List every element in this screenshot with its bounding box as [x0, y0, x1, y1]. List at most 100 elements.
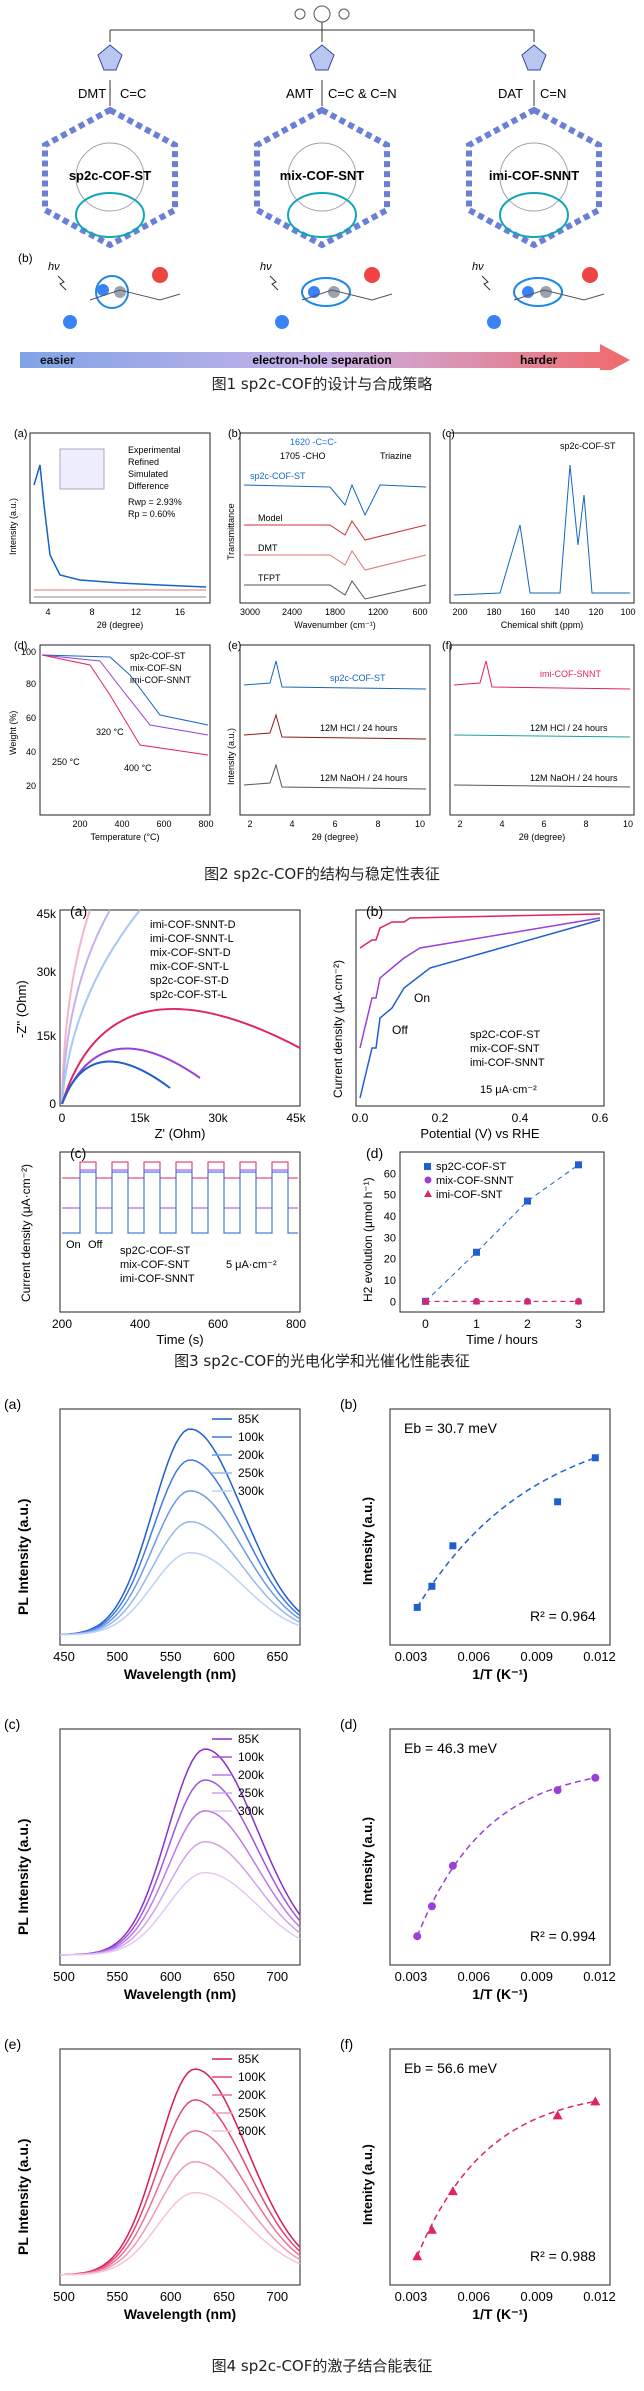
separation-label: electron-hole separation [252, 353, 391, 367]
h2-ytick: 0 [390, 1296, 396, 1308]
svg-text:30k: 30k [37, 965, 57, 979]
svg-text:8: 8 [583, 819, 588, 829]
panel-label: (f) [340, 2036, 353, 2052]
cof-framework-3: imi-COF-SNNT [466, 106, 602, 249]
svg-text:1200: 1200 [368, 607, 388, 617]
fit-point [447, 2186, 458, 2196]
svg-text:Potential (V) vs RHE: Potential (V) vs RHE [420, 1126, 540, 1141]
fit-point [413, 1603, 421, 1611]
pl-legend-item: 100k [238, 1430, 265, 1444]
svg-text:0.6: 0.6 [592, 1111, 609, 1125]
pl-curve [59, 2099, 301, 2276]
svg-text:0.0: 0.0 [352, 1111, 369, 1125]
fit-xtick: 0.012 [583, 1649, 616, 1664]
linker-amt: AMT [286, 86, 314, 101]
svg-text:45k: 45k [286, 1111, 306, 1125]
pl-panel: (a) PL Intensity (a.u.) 85K 100k 200k 250k 300… [4, 1396, 301, 1682]
svg-text:Weight (%): Weight (%) [8, 711, 18, 755]
svg-text:imi-COF-SNNT-L: imi-COF-SNNT-L [150, 933, 234, 945]
pl-xtick: 500 [53, 2289, 75, 2304]
svg-text:2θ (degree): 2θ (degree) [97, 620, 144, 630]
svg-text:3000: 3000 [240, 607, 260, 617]
pl-legend-item: 85K [238, 1732, 259, 1746]
svg-text:Off: Off [392, 1023, 408, 1037]
top-linker-icon [294, 5, 350, 23]
h2-point [575, 1161, 582, 1169]
svg-text:Triazine: Triazine [380, 451, 412, 461]
fig2-panel-c: (c) sp2c-COF-ST 200 180 160 140 120 100 … [442, 428, 636, 630]
fit-xlabel: 1/T (K⁻¹) [472, 2306, 528, 2322]
separation-easier: easier [40, 353, 75, 367]
pl-legend-item: 250k [238, 1466, 265, 1480]
svg-text:(a): (a) [14, 428, 27, 440]
pl-curve [59, 1490, 301, 1636]
fit-xtick: 0.003 [395, 2289, 428, 2304]
svg-text:Intensity (a.u.): Intensity (a.u.) [8, 498, 18, 555]
cof-label-3: imi-COF-SNNT [489, 168, 579, 183]
svg-text:sp2c-COF-ST: sp2c-COF-ST [130, 651, 186, 661]
fit-panel: (b) Intensity (a.u.) Eb = 30.7 meV R² = 0.9… [340, 1396, 616, 1682]
fit-xtick: 0.009 [520, 1649, 553, 1664]
svg-text:sp2C-COF-ST: sp2C-COF-ST [120, 1245, 191, 1257]
svg-text:30k: 30k [208, 1111, 228, 1125]
svg-text:0: 0 [49, 1097, 56, 1111]
cof-framework-2: mix-COF-SNT [254, 106, 390, 249]
figure-1-caption: 图1 sp2c-COF的设计与合成策略 [211, 375, 433, 393]
svg-text:12M NaOH / 24 hours: 12M NaOH / 24 hours [530, 773, 618, 783]
svg-text:On: On [414, 991, 430, 1005]
h2-ytick: 50 [384, 1190, 396, 1202]
pl-xlabel: Wavelength (nm) [124, 1666, 236, 1682]
svg-text:Wavenumber (cm⁻¹): Wavenumber (cm⁻¹) [294, 620, 375, 630]
pl-xtick: 700 [266, 1969, 288, 1984]
svg-text:45k: 45k [37, 907, 57, 921]
panel-label: (e) [4, 2036, 21, 2052]
pl-legend-item: 300K [238, 2124, 266, 2138]
fit-xtick: 0.009 [520, 2289, 553, 2304]
svg-text:0.4: 0.4 [512, 1111, 529, 1125]
svg-text:320 °C: 320 °C [96, 727, 124, 737]
fit-xtick: 0.006 [458, 2289, 491, 2304]
pl-legend-item: 250K [238, 2106, 266, 2120]
svg-text:800: 800 [198, 819, 213, 829]
fit-point [554, 1498, 562, 1506]
separation-harder: harder [520, 353, 558, 367]
svg-text:4: 4 [45, 607, 50, 617]
svg-text:10: 10 [623, 819, 633, 829]
svg-text:16: 16 [175, 607, 185, 617]
excitation-schematic-3: hν [472, 261, 605, 329]
svg-text:(c): (c) [442, 428, 455, 440]
svg-text:mix-COF-SNNT: mix-COF-SNNT [436, 1175, 514, 1187]
figure-2-caption: 图2 sp2c-COF的结构与稳定性表征 [204, 865, 440, 883]
svg-text:200: 200 [452, 607, 467, 617]
svg-text:15 μA·cm⁻²: 15 μA·cm⁻² [480, 1084, 537, 1096]
svg-text:imi-COF-SNNT: imi-COF-SNNT [540, 669, 601, 679]
excitation-schematic-2: hν [260, 261, 393, 329]
svg-text:mix-COF-SNT-L: mix-COF-SNT-L [150, 961, 229, 973]
pl-curve [59, 2130, 301, 2276]
panel-label: (d) [340, 1716, 357, 1732]
h2-point [472, 1297, 481, 1305]
h2-ytick: 30 [384, 1232, 396, 1244]
h2-ytick: 20 [384, 1254, 396, 1266]
figure-4-panels: (a) PL Intensity (a.u.) 85K 100k 200k 250k 300… [4, 1396, 616, 2322]
h2-ytick: 60 [384, 1168, 396, 1180]
svg-text:4: 4 [499, 819, 504, 829]
figure-1: DMT C=C AMT C=C & C=N DAT C=N sp2c-COF-S… [0, 0, 644, 400]
fig3-panel-a: (a) -Z'' (Ohm) 45k 30k 15k 0 imi-COF-SNN… [14, 903, 307, 1141]
svg-text:1705 -CHO: 1705 -CHO [280, 451, 326, 461]
svg-text:20: 20 [26, 781, 36, 791]
pl-panel: (c) PL Intensity (a.u.) 85K 100k 200k 250k 300… [4, 1716, 301, 2002]
svg-text:mix-COF-SN: mix-COF-SN [130, 663, 182, 673]
svg-text:60: 60 [26, 713, 36, 723]
svg-text:1620 -C=C-: 1620 -C=C- [290, 437, 337, 447]
svg-text:sp2C-COF-ST: sp2C-COF-ST [470, 1029, 541, 1041]
pl-xtick: 700 [266, 2289, 288, 2304]
svg-text:200: 200 [52, 1317, 72, 1331]
pl-legend-item: 200k [238, 1768, 265, 1782]
fit-ylabel: Intensity (a.u.) [360, 1497, 375, 1585]
pl-legend-item: 100k [238, 1750, 265, 1764]
svg-text:Time / hours: Time / hours [466, 1332, 538, 1347]
svg-text:100: 100 [620, 607, 635, 617]
pl-xtick: 650 [213, 1969, 235, 1984]
svg-text:2400: 2400 [282, 607, 302, 617]
